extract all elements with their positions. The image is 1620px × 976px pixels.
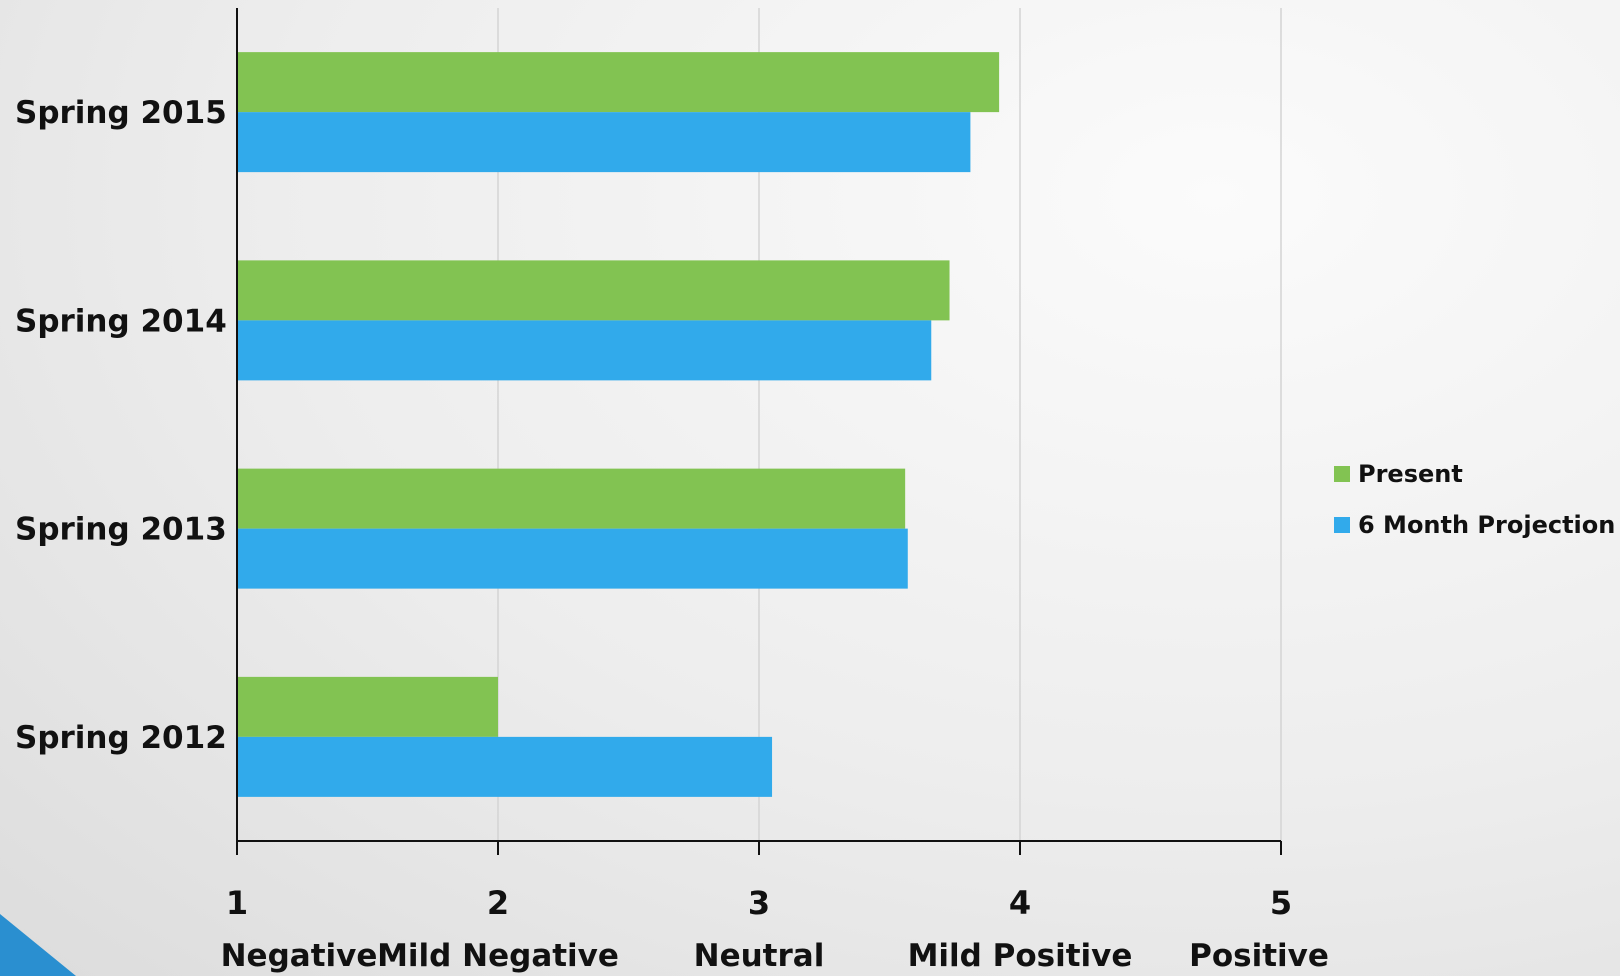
bars — [237, 52, 1000, 797]
y-category-label-spring-2015: Spring 2015 — [15, 95, 227, 131]
x-tick-number-1: 1 — [226, 884, 248, 922]
legend-swatch-projection — [1334, 516, 1350, 533]
labels: 1 Negative 2 Mild Negative 3 Neutral 4 Mild Pos… — [15, 95, 1329, 974]
bar-spring-2015-present — [237, 52, 1000, 113]
x-tick-label-4: Mild Positive — [908, 938, 1133, 974]
y-category-label-spring-2014: Spring 2014 — [15, 303, 227, 339]
legend-item-present: Present — [1334, 448, 1615, 499]
y-category-label-spring-2012: Spring 2012 — [15, 720, 227, 756]
corner-decoration — [0, 914, 76, 976]
axes — [236, 8, 1282, 855]
bar-spring-2013-present — [237, 468, 906, 529]
x-tick-number-2: 2 — [487, 884, 509, 922]
legend-label-present: Present — [1358, 459, 1463, 488]
legend-swatch-present — [1334, 465, 1350, 482]
bar-spring-2014-projection — [237, 320, 932, 381]
bar-spring-2012-projection — [237, 736, 773, 797]
bar-spring-2013-projection — [237, 528, 908, 589]
x-tick-number-4: 4 — [1009, 884, 1031, 922]
bar-spring-2012-present — [237, 676, 498, 737]
legend-label-projection: 6 Month Projection — [1358, 510, 1616, 539]
x-tick-label-2: Mild Negative — [377, 938, 619, 974]
x-tick-label-5: Positive — [1189, 938, 1329, 974]
legend: Present 6 Month Projection — [1334, 448, 1615, 550]
x-tick-label-1: Negative — [221, 938, 378, 974]
bar-spring-2015-projection — [237, 112, 971, 173]
x-tick-number-5: 5 — [1270, 884, 1292, 922]
x-tick-label-3: Neutral — [694, 938, 825, 974]
legend-item-projection: 6 Month Projection — [1334, 499, 1615, 550]
y-category-label-spring-2013: Spring 2013 — [15, 512, 227, 548]
x-tick-number-3: 3 — [748, 884, 770, 922]
bar-spring-2014-present — [237, 260, 950, 321]
